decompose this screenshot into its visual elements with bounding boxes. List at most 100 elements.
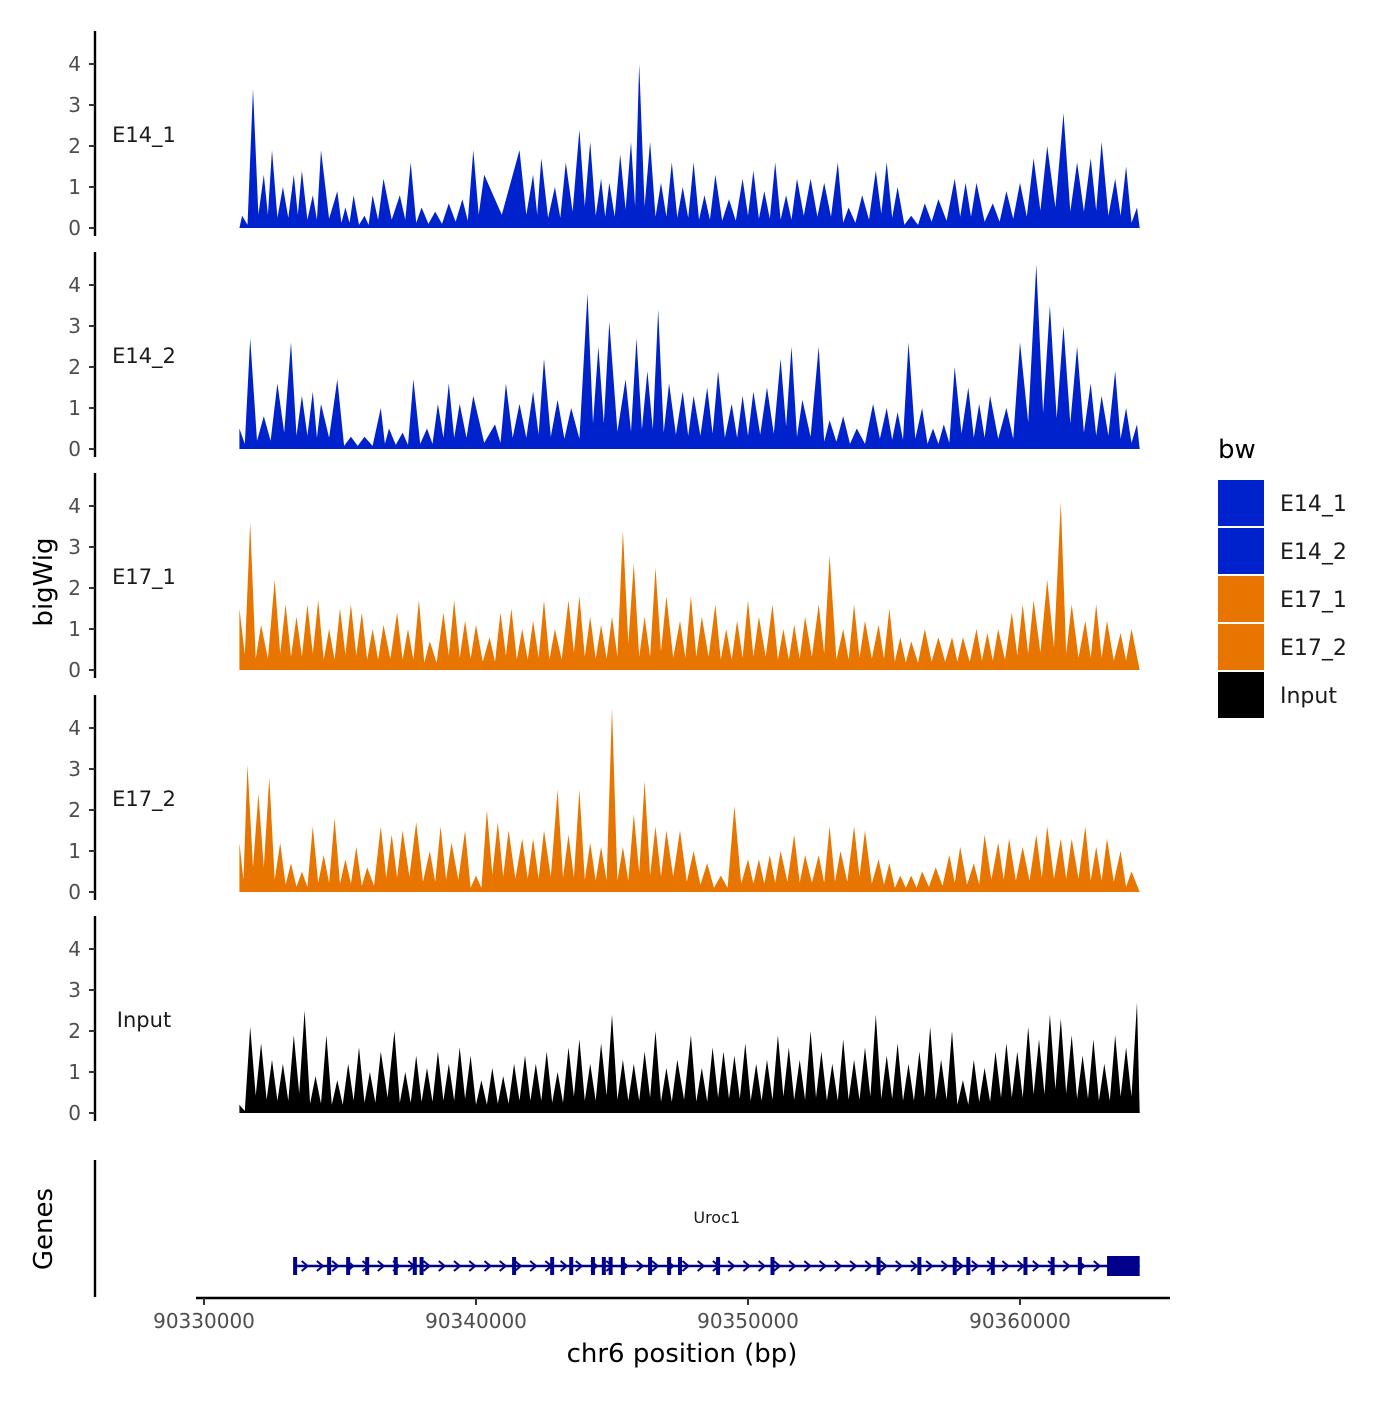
strand-arrow [910,1260,919,1272]
y-tick-label: 1 [68,396,81,420]
strand-arrow [955,1260,965,1272]
strand-arrow [1062,1260,1071,1272]
gene-exon [412,1257,417,1275]
gene-label: Uroc1 [693,1208,740,1227]
y-tick-label: 0 [68,216,81,240]
gene-exon [550,1257,555,1275]
gene-exon [990,1257,995,1275]
strand-arrow [499,1260,508,1272]
strand-arrow [803,1260,812,1272]
gene-exon [327,1257,332,1275]
track-e14-1: 0 1 2 3 4 E14_1 [68,31,1140,240]
y-axis-title: bigWig [29,537,59,626]
strand-arrow [727,1260,736,1272]
strand-arrow [681,1260,691,1272]
gene-exon [620,1257,625,1275]
strand-arrow [422,1260,432,1272]
gene-exon [678,1257,682,1275]
track-label: Input [117,1008,171,1032]
gene-exon [512,1257,517,1275]
strand-arrow [940,1260,949,1272]
y-tick-label: 1 [68,175,81,199]
strand-arrow [438,1260,447,1272]
legend: bw E14_1 E14_2 E17_1 E17_2 Input [1218,435,1347,718]
legend-swatch-input [1218,672,1264,718]
gene-track: Uroc1 [93,1160,1140,1297]
strand-arrow [316,1260,325,1272]
y-tick-label: 0 [68,1101,81,1125]
strand-arrow [834,1260,843,1272]
strand-arrow [559,1260,569,1272]
y-tick-label: 1 [68,839,81,863]
strand-arrow [468,1260,477,1272]
strand-arrow [483,1260,492,1272]
strand-arrow [788,1260,797,1272]
strand-arrow [773,1260,782,1272]
y-tick-label: 4 [68,937,81,961]
strand-arrow [1001,1260,1010,1272]
legend-swatch-e14-1 [1218,480,1264,526]
y-tick-label: 3 [68,314,81,338]
gene-exon [876,1257,881,1275]
strand-arrow [971,1260,980,1272]
y-tick-label: 0 [68,880,81,904]
strand-arrow [377,1260,386,1272]
legend-title: bw [1218,435,1256,465]
signal-area-input [239,1002,1140,1113]
y-tick-label: 4 [68,494,81,518]
strand-arrow [651,1260,660,1272]
y-tick-label: 2 [68,134,81,158]
x-tick-label: 90330000 [153,1309,255,1333]
strand-arrow [1093,1260,1102,1272]
gene-exon [952,1257,957,1275]
strand-arrow [529,1260,538,1272]
signal-area-e14-1 [239,64,1140,228]
strand-arrow [925,1260,934,1272]
genes-axis-title: Genes [29,1188,59,1270]
track-input: 0 1 2 3 4 Input [68,916,1140,1125]
signal-area-e17-2 [239,707,1140,892]
track-e17-2: 0 1 2 3 4 E17_2 [68,695,1140,904]
legend-swatch-e14-2 [1218,528,1264,574]
gene-exon [393,1257,398,1275]
y-tick-label: 2 [68,355,81,379]
gene-cds-block [1107,1256,1140,1276]
x-tick-label: 90350000 [697,1309,799,1333]
strand-arrow [697,1260,706,1272]
legend-label: Input [1280,684,1337,709]
gene-exon [648,1257,653,1275]
legend-swatch-e17-2 [1218,624,1264,670]
gene-exon [1077,1257,1082,1275]
x-tick-label: 90360000 [969,1309,1071,1333]
y-tick-label: 0 [68,658,81,682]
y-tick-label: 2 [68,798,81,822]
x-axis-title: chr6 position (bp) [567,1339,798,1369]
strand-arrow [300,1260,310,1272]
signal-area-e17-1 [239,501,1140,670]
gene-exon [590,1257,595,1275]
strand-arrow [453,1260,462,1272]
gene-exon [667,1257,672,1275]
strand-arrow [849,1260,858,1272]
track-label: E14_1 [112,123,176,148]
y-tick-label: 4 [68,273,81,297]
y-tick-label: 3 [68,535,81,559]
strand-arrow [1032,1260,1041,1272]
gene-exon [608,1257,613,1275]
strand-arrow [864,1260,873,1272]
signal-tracks: 0 1 2 3 4 E14_1 0 1 2 3 4 E14_2 0 1 2 3 4 E17_1 0 1 2 3 4 E17_2… [68,31,1140,1125]
gene-exon [966,1257,971,1275]
strand-arrow [818,1260,828,1272]
y-tick-label: 3 [68,978,81,1002]
strand-arrow [757,1260,767,1272]
gene-exon [419,1257,424,1275]
gene-exon [1023,1257,1028,1275]
x-tick-label: 90340000 [425,1309,527,1333]
strand-arrow [742,1260,751,1272]
gene-exon [365,1257,370,1275]
y-tick-label: 0 [68,437,81,461]
y-tick-label: 2 [68,576,81,600]
strand-arrow [895,1260,904,1272]
